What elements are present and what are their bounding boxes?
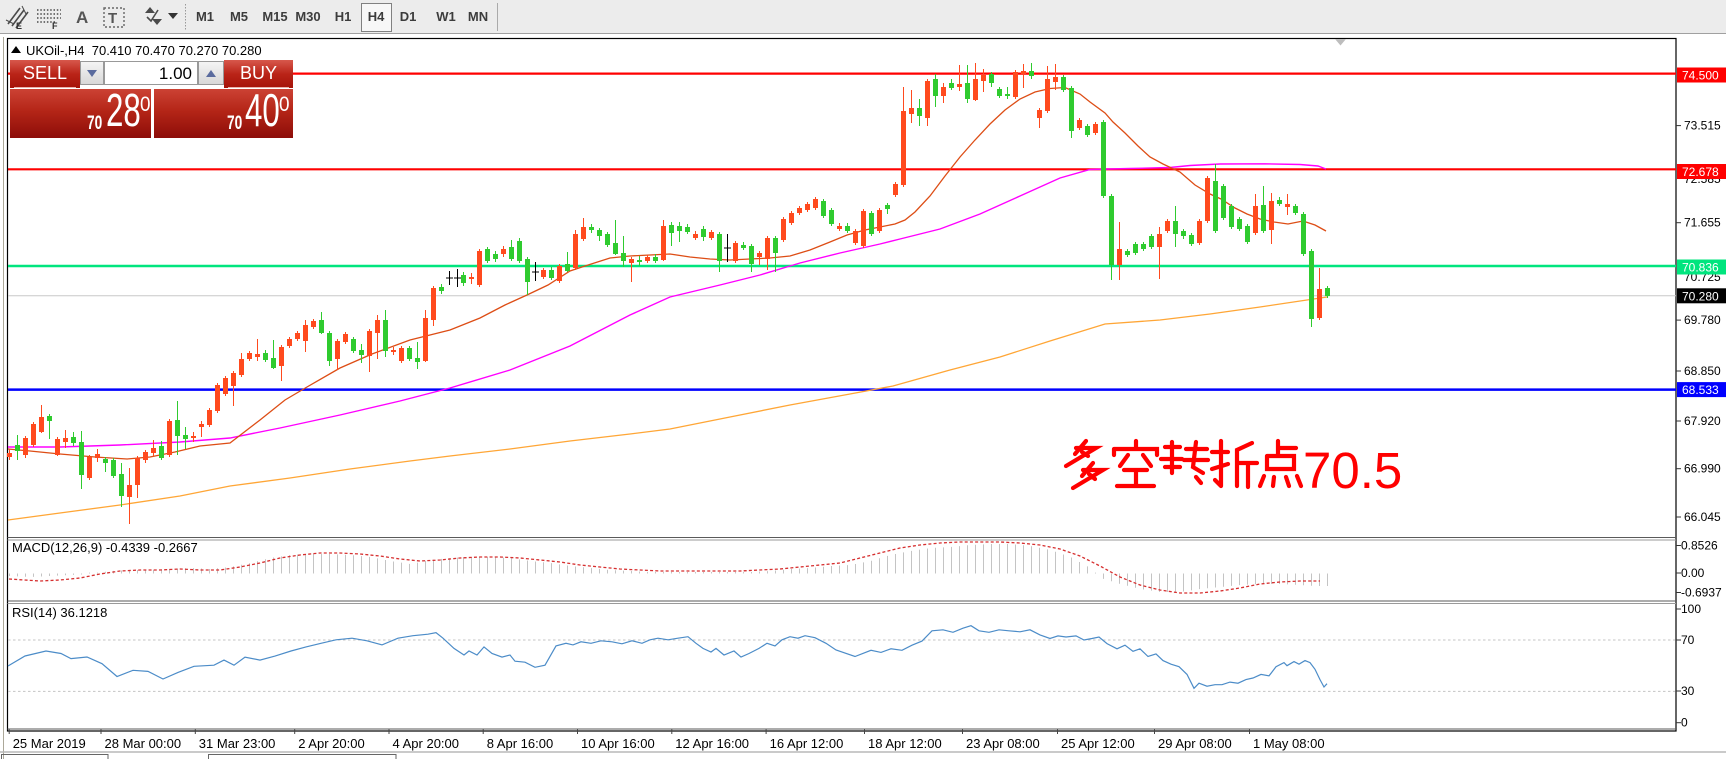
svg-text:18 Apr 12:00: 18 Apr 12:00 [868, 736, 942, 751]
svg-text:30: 30 [1681, 684, 1695, 698]
svg-text:F: F [52, 21, 58, 31]
svg-text:16 Apr 12:00: 16 Apr 12:00 [770, 736, 844, 751]
svg-text:25 Mar 2019: 25 Mar 2019 [13, 736, 86, 751]
svg-text:29 Apr 08:00: 29 Apr 08:00 [1158, 736, 1232, 751]
svg-text:23 Apr 08:00: 23 Apr 08:00 [966, 736, 1040, 751]
svg-text:72.678: 72.678 [1682, 165, 1719, 179]
svg-text:70.280: 70.280 [1682, 289, 1719, 303]
svg-text:4 Apr 20:00: 4 Apr 20:00 [393, 736, 460, 751]
svg-text:28 Mar 00:00: 28 Mar 00:00 [105, 736, 182, 751]
svg-text:1 May 08:00: 1 May 08:00 [1253, 736, 1325, 751]
svg-text:68.533: 68.533 [1682, 383, 1719, 397]
svg-text:67.920: 67.920 [1684, 414, 1721, 428]
svg-text:RSI(14) 36.1218: RSI(14) 36.1218 [12, 605, 107, 620]
svg-text:70.5: 70.5 [1303, 442, 1402, 499]
svg-text:T: T [108, 10, 117, 27]
svg-text:69.780: 69.780 [1684, 313, 1721, 327]
svg-text:70.836: 70.836 [1682, 261, 1719, 275]
svg-text:66.045: 66.045 [1684, 510, 1721, 524]
svg-text:31 Mar 23:00: 31 Mar 23:00 [199, 736, 276, 751]
svg-text:68.850: 68.850 [1684, 364, 1721, 378]
svg-text:0: 0 [1681, 716, 1688, 730]
svg-text:74.500: 74.500 [1682, 69, 1719, 83]
svg-text:0.00: 0.00 [1681, 566, 1705, 580]
svg-text:71.655: 71.655 [1684, 216, 1721, 230]
svg-text:10 Apr 16:00: 10 Apr 16:00 [581, 736, 655, 751]
svg-text:66.990: 66.990 [1684, 462, 1721, 476]
svg-text:73.515: 73.515 [1684, 119, 1721, 133]
svg-text:2 Apr 20:00: 2 Apr 20:00 [298, 736, 365, 751]
svg-text:12 Apr 16:00: 12 Apr 16:00 [675, 736, 749, 751]
svg-text:70: 70 [1681, 633, 1695, 647]
svg-text:A: A [76, 8, 88, 27]
svg-text:100: 100 [1681, 602, 1701, 616]
svg-text:8 Apr 16:00: 8 Apr 16:00 [487, 736, 554, 751]
svg-text:-0.6937: -0.6937 [1681, 586, 1722, 600]
svg-text:MACD(12,26,9) -0.4339 -0.2667: MACD(12,26,9) -0.4339 -0.2667 [12, 540, 198, 555]
svg-text:E: E [16, 21, 22, 31]
svg-text:25 Apr 12:00: 25 Apr 12:00 [1061, 736, 1135, 751]
svg-text:0.8526: 0.8526 [1681, 539, 1718, 553]
